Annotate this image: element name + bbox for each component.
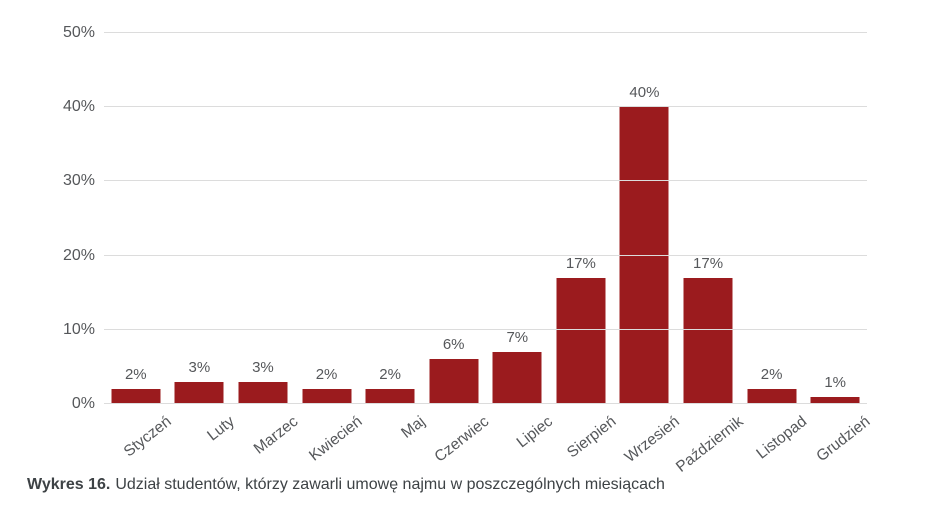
bar-value-label-9: 40% bbox=[629, 84, 660, 102]
x-tick-label-12: Grudzień bbox=[813, 413, 874, 466]
bar-value-label-5: 2% bbox=[379, 366, 401, 384]
x-tick-label-9: Wrzesień bbox=[621, 413, 683, 467]
bar-slot-12: 1% Grudzień bbox=[803, 33, 874, 465]
x-tick-label-5: Maj bbox=[398, 413, 429, 442]
bar-value-label-7: 7% bbox=[506, 329, 529, 347]
x-tick-label-7: Lipiec bbox=[513, 413, 556, 452]
bar-10 bbox=[683, 277, 733, 404]
bar-value-label-2: 3% bbox=[188, 358, 211, 376]
bar-slot-8: 17% Sierpień bbox=[549, 33, 619, 461]
plot-area: 2% Styczeń 3% Luty 3% Marzec 2% Kwiecień 2% Maj 6%… bbox=[63, 24, 874, 476]
bar-slot-3: 3% Marzec bbox=[231, 33, 301, 458]
bar-value-label-8: 17% bbox=[565, 254, 596, 272]
bar-slot-9: 40% Wrzesień bbox=[613, 33, 683, 466]
bar-4 bbox=[302, 389, 352, 404]
caption-text: Udział studentów, którzy zawarli umowę n… bbox=[115, 476, 665, 493]
caption-number: Wykres 16. bbox=[27, 476, 111, 493]
x-tick-label-10: Październik bbox=[672, 413, 747, 476]
x-tick-label-6: Czerwiec bbox=[431, 413, 493, 466]
gridline-50 bbox=[104, 32, 867, 33]
bar-slot-2: 3% Luty bbox=[168, 33, 238, 444]
bar-value-label-10: 17% bbox=[693, 254, 724, 272]
y-tick-label-20: 20% bbox=[62, 246, 95, 264]
bar-8 bbox=[556, 277, 606, 404]
x-tick-label-11: Listopad bbox=[753, 413, 811, 463]
bar-value-label-1: 2% bbox=[124, 366, 147, 384]
bar-slot-11: 2% Listopad bbox=[740, 33, 810, 462]
bar-slot-6: 6% Czerwiec bbox=[422, 33, 492, 466]
bar-3 bbox=[238, 381, 288, 404]
gridline-20 bbox=[104, 254, 867, 256]
y-tick-label-50: 50% bbox=[62, 24, 95, 41]
bar-2 bbox=[174, 381, 224, 404]
bar-slot-5: 2% Maj bbox=[358, 33, 429, 442]
bar-12 bbox=[810, 396, 860, 404]
x-tick-label-8: Sierpień bbox=[564, 413, 620, 462]
bar-slot-1: 2% Styczeń bbox=[104, 33, 174, 460]
bar-5 bbox=[365, 389, 415, 404]
x-tick-label-1: Styczeń bbox=[120, 413, 175, 461]
y-tick-label-10: 10% bbox=[62, 320, 95, 338]
bar-value-label-6: 6% bbox=[442, 336, 465, 354]
x-tick-label-2: Luty bbox=[204, 413, 238, 445]
bar-value-label-12: 1% bbox=[824, 373, 847, 391]
bar-slot-4: 2% Kwiecień bbox=[295, 33, 365, 465]
bar-value-label-3: 3% bbox=[252, 358, 274, 376]
bar-6 bbox=[429, 359, 479, 404]
gridline-10 bbox=[104, 328, 867, 330]
bar-7 bbox=[492, 352, 542, 404]
gridline-0 bbox=[104, 403, 867, 404]
bar-11 bbox=[747, 389, 797, 404]
bar-slot-7: 7% Lipiec bbox=[486, 33, 556, 451]
chart-caption: Wykres 16. Udział studentów, którzy zawar… bbox=[27, 476, 665, 494]
bar-1 bbox=[111, 389, 161, 404]
y-tick-label-30: 30% bbox=[62, 172, 95, 190]
gridline-40 bbox=[104, 106, 867, 108]
gridline-30 bbox=[104, 180, 867, 182]
x-tick-label-4: Kwiecień bbox=[305, 413, 366, 465]
y-tick-label-40: 40% bbox=[62, 98, 95, 116]
x-tick-label-3: Marzec bbox=[250, 413, 302, 458]
bar-value-label-4: 2% bbox=[315, 366, 338, 384]
bar-series: 2% Styczeń 3% Luty 3% Marzec 2% Kwiecień 2% Maj 6%… bbox=[104, 33, 874, 476]
y-tick-label-0: 0% bbox=[71, 395, 95, 412]
bar-value-label-11: 2% bbox=[760, 366, 783, 384]
bar-slot-10: 17% Październik bbox=[673, 33, 747, 476]
